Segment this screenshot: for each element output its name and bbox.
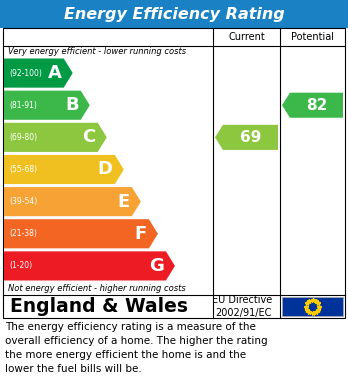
Text: (69-80): (69-80) xyxy=(9,133,37,142)
Text: Energy Efficiency Rating: Energy Efficiency Rating xyxy=(64,7,284,22)
Text: G: G xyxy=(149,257,164,275)
Polygon shape xyxy=(4,155,124,184)
Text: B: B xyxy=(65,96,79,114)
Text: C: C xyxy=(82,128,96,146)
Polygon shape xyxy=(282,93,343,118)
Text: (55-68): (55-68) xyxy=(9,165,37,174)
Bar xyxy=(282,297,343,316)
Text: (92-100): (92-100) xyxy=(9,68,42,77)
Polygon shape xyxy=(4,59,73,88)
Text: E: E xyxy=(118,193,130,211)
Text: EU Directive
2002/91/EC: EU Directive 2002/91/EC xyxy=(212,295,272,318)
Text: The energy efficiency rating is a measure of the
overall efficiency of a home. T: The energy efficiency rating is a measur… xyxy=(5,322,268,374)
Polygon shape xyxy=(4,187,141,216)
Polygon shape xyxy=(4,91,90,120)
Text: 82: 82 xyxy=(306,98,327,113)
Text: Very energy efficient - lower running costs: Very energy efficient - lower running co… xyxy=(8,47,186,56)
Text: Not energy efficient - higher running costs: Not energy efficient - higher running co… xyxy=(8,284,186,293)
Text: (21-38): (21-38) xyxy=(9,229,37,238)
Bar xyxy=(0,0,348,28)
Text: Current: Current xyxy=(228,32,265,42)
Bar xyxy=(3,28,345,318)
Polygon shape xyxy=(4,219,158,248)
Polygon shape xyxy=(215,125,278,150)
Text: D: D xyxy=(98,160,113,179)
Text: Potential: Potential xyxy=(291,32,334,42)
Text: (39-54): (39-54) xyxy=(9,197,37,206)
Text: A: A xyxy=(48,64,62,82)
Text: (81-91): (81-91) xyxy=(9,101,37,110)
Text: England & Wales: England & Wales xyxy=(10,297,188,316)
Text: F: F xyxy=(135,225,147,243)
Text: 69: 69 xyxy=(240,130,261,145)
Polygon shape xyxy=(4,123,107,152)
Polygon shape xyxy=(4,251,175,280)
Text: (1-20): (1-20) xyxy=(9,262,32,271)
